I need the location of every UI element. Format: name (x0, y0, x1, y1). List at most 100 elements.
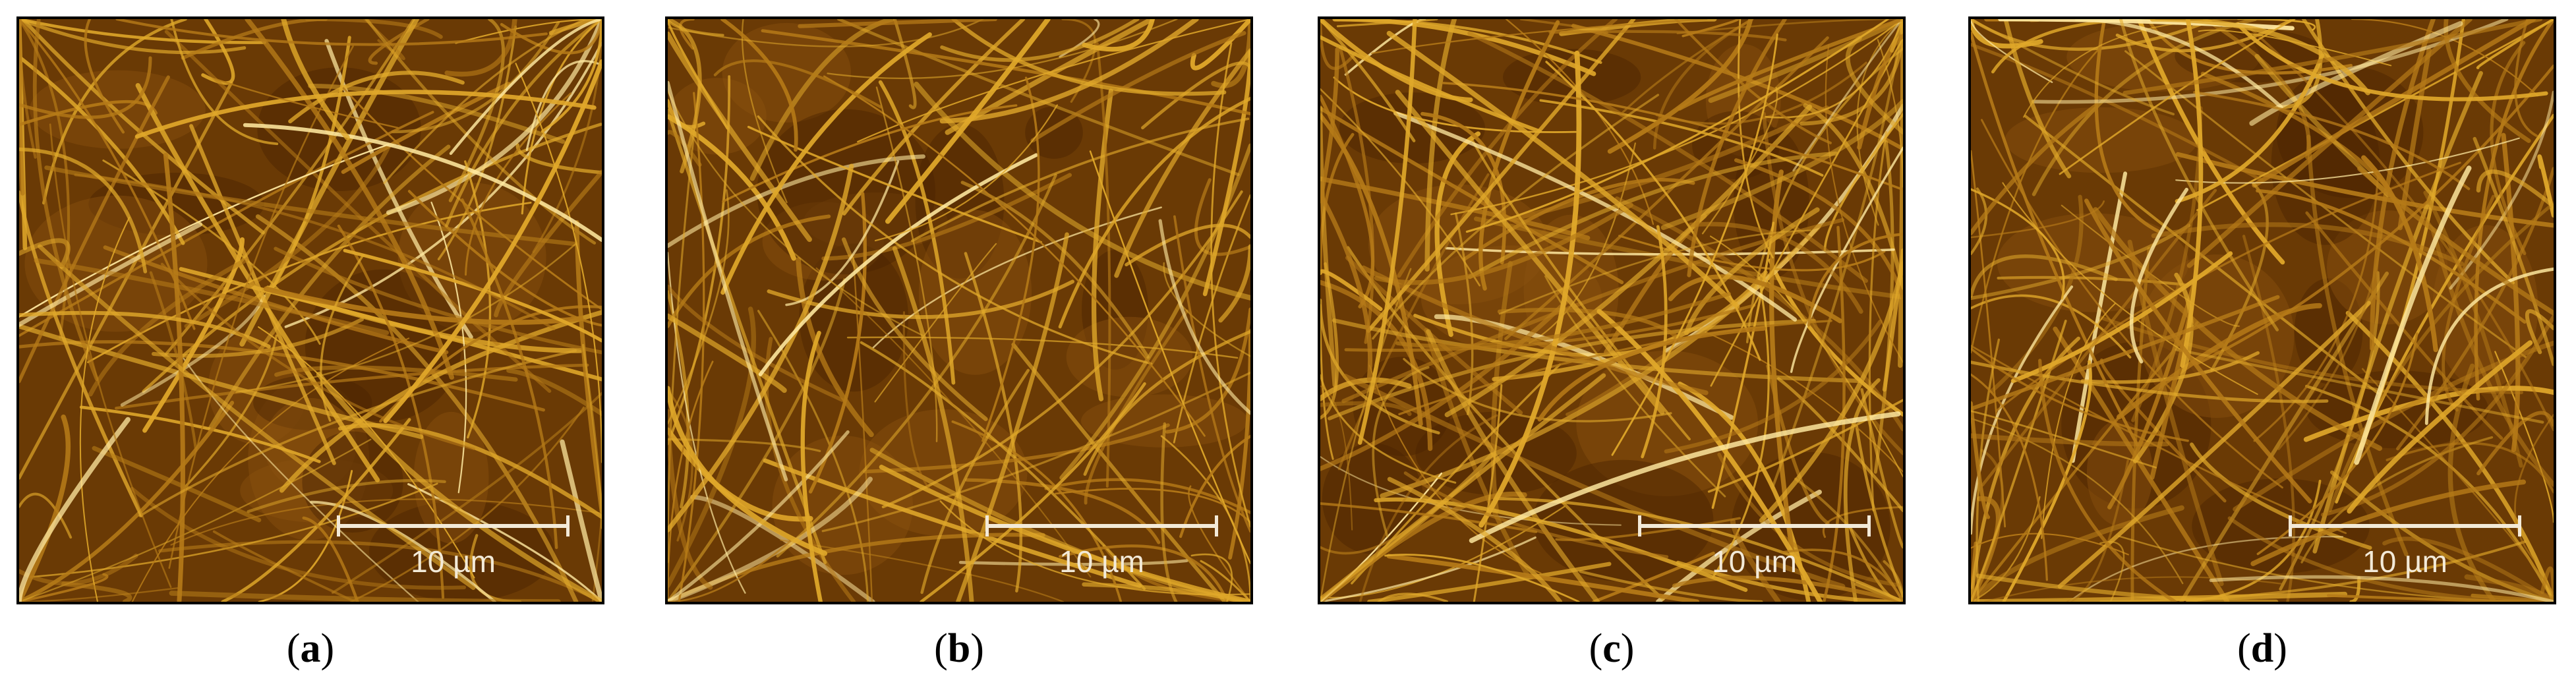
fiber (2059, 19, 2296, 175)
fiber (1539, 99, 1824, 177)
fiber (19, 19, 25, 196)
fiber (19, 55, 185, 245)
scale-bar-label: 10 µm (411, 544, 496, 579)
fiber (2041, 303, 2116, 539)
fiber (902, 311, 930, 489)
fiber (1478, 50, 1582, 528)
fiber (2277, 19, 2323, 109)
surface-shade (2276, 66, 2424, 198)
fiber (764, 337, 856, 602)
fiber (1359, 414, 1498, 602)
fiber (1497, 308, 1682, 342)
fiber (2038, 359, 2177, 602)
fiber (2397, 47, 2432, 231)
afm-fiber-texture (19, 19, 602, 602)
fiber (189, 124, 336, 465)
fiber (668, 214, 831, 328)
fiber (1528, 142, 1637, 344)
fiber (1058, 97, 1250, 329)
fiber (19, 587, 179, 602)
fiber (1398, 320, 1832, 416)
scale-bar-label: 10 µm (1059, 544, 1144, 579)
fiber (668, 306, 756, 589)
fiber (258, 326, 475, 579)
fiber (1044, 478, 1250, 514)
fiber (939, 500, 1250, 596)
fiber (1776, 377, 1903, 512)
fiber (19, 414, 71, 602)
fiber (2210, 182, 2269, 372)
panel-caption-b: (b) (934, 626, 984, 671)
fiber (1179, 434, 1250, 538)
fiber (1664, 319, 1883, 453)
fiber (668, 278, 846, 602)
fiber (1450, 19, 1903, 216)
fiber (875, 86, 938, 442)
fiber (343, 248, 602, 343)
fiber (115, 19, 548, 46)
fiber (1971, 320, 2067, 602)
fiber (1688, 221, 1863, 314)
fiber (2305, 211, 2503, 440)
fiber (1717, 452, 1900, 587)
fiber (2116, 303, 2322, 420)
fiber (1320, 268, 1412, 602)
fiber (1030, 31, 1246, 143)
fiber (2099, 540, 2125, 602)
fiber (874, 104, 1059, 242)
fiber (243, 123, 602, 242)
scale-bar-label: 10 µm (2362, 544, 2447, 579)
fiber (668, 409, 713, 590)
fiber (1083, 330, 1250, 476)
fiber (1676, 19, 1903, 34)
fiber (1463, 178, 1695, 261)
fiber (2514, 19, 2538, 137)
fiber (958, 559, 1188, 566)
fiber (1465, 19, 1889, 233)
fiber (560, 439, 602, 602)
fiber (445, 19, 602, 227)
fiber (1194, 178, 1250, 256)
fiber (1141, 61, 1250, 130)
fiber (1320, 88, 1481, 287)
fiber (494, 169, 602, 318)
fiber (2256, 188, 2527, 324)
fiber (444, 19, 517, 77)
fiber (365, 19, 597, 245)
fiber (1320, 132, 1355, 272)
surface-shade (2327, 210, 2448, 325)
fiber (581, 343, 602, 529)
fiber (1332, 19, 1596, 76)
fiber (308, 84, 566, 144)
fiber (2525, 309, 2554, 355)
fiber (42, 19, 187, 205)
fiber (1160, 422, 1178, 602)
fiber (1898, 19, 1903, 368)
fiber (800, 330, 823, 602)
afm-image-b: 10 µm (665, 16, 1253, 604)
fiber (1668, 274, 1843, 324)
fiber (1158, 219, 1250, 415)
fiber (391, 21, 560, 134)
fiber (920, 382, 1146, 602)
fiber (720, 32, 932, 295)
fiber (885, 19, 1051, 224)
fiber (857, 19, 1250, 143)
fiber (821, 173, 1072, 261)
fiber (2068, 536, 2344, 602)
afm-image-a: 10 µm (16, 16, 604, 604)
fiber (1734, 158, 1903, 301)
fiber (1971, 496, 2041, 602)
fiber (2003, 19, 2072, 179)
fiber (448, 19, 506, 202)
fiber (1346, 246, 1665, 601)
fiber (668, 90, 924, 337)
fiber (521, 19, 602, 215)
fiber (235, 243, 577, 393)
fiber (1708, 19, 1903, 103)
fiber (2235, 22, 2548, 102)
fiber (1165, 307, 1250, 434)
fiber (668, 19, 729, 130)
fiber (2242, 21, 2554, 432)
scale-bar-label: 10 µm (1712, 544, 1797, 579)
